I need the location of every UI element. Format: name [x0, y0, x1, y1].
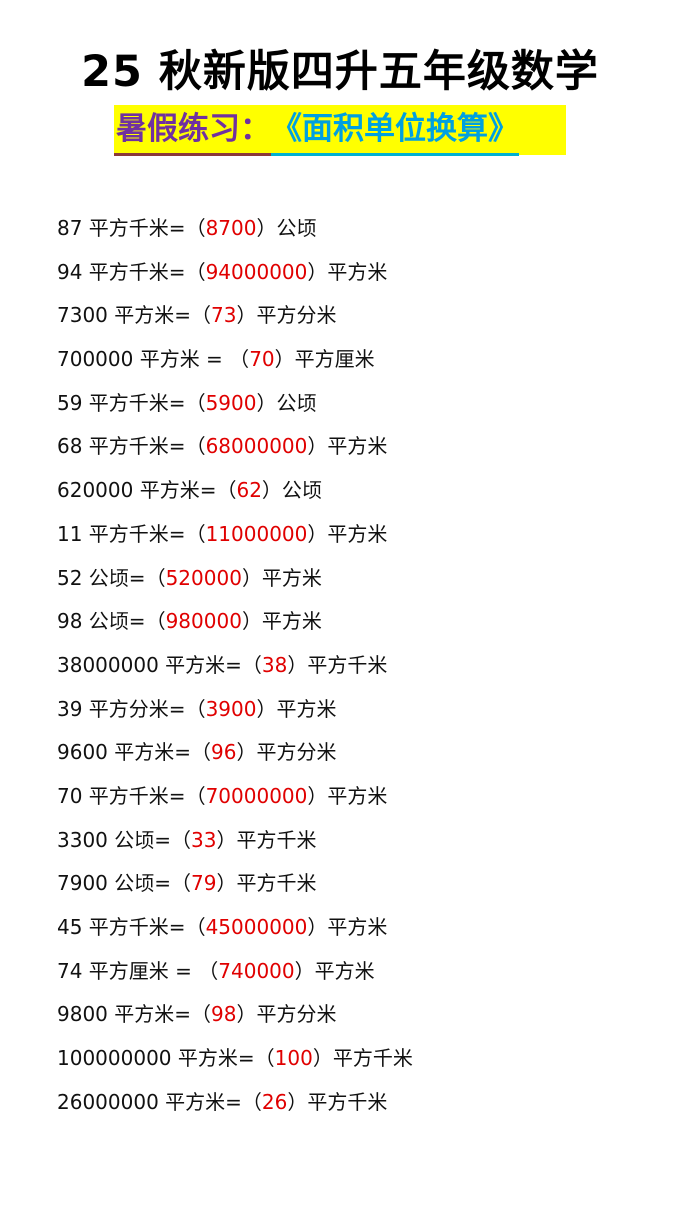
subtitle-banner: 暑假练习：《面积单位换算》 [114, 105, 566, 156]
exercise-list: 87 平方千米=（8700）公顷 94 平方千米=（94000000）平方米 730… [57, 210, 413, 1127]
exercise-answer: 98 [211, 1002, 237, 1027]
exercise-answer: 26 [261, 1089, 288, 1114]
exercise-unit: ）平方米 [241, 565, 322, 590]
exercise-question: 74 平方厘米 = （ [57, 958, 219, 983]
exercise-question: 620000 平方米=（ [57, 478, 237, 503]
exercise-unit: ）平方米 [294, 958, 375, 983]
exercise-row: 7900 公顷=（79）平方千米 [57, 865, 413, 909]
exercise-answer: 3900 [205, 696, 257, 721]
exercise-question: 700000 平方米 = （ [57, 347, 250, 372]
exercise-answer: 45000000 [205, 915, 308, 939]
exercise-row: 39 平方分米=（3900）平方米 [57, 691, 413, 735]
exercise-answer: 70000000 [205, 783, 308, 808]
exercise-answer: 96 [211, 740, 237, 765]
exercise-unit: ）平方米 [307, 915, 388, 939]
exercise-unit: ）平方米 [241, 609, 322, 634]
exercise-question: 87 平方千米=（ [57, 216, 206, 240]
exercise-unit: ）平方千米 [216, 827, 317, 852]
exercise-row: 98 公顷=（980000）平方米 [57, 603, 413, 647]
exercise-row: 620000 平方米=（62）公顷 [57, 472, 413, 516]
exercise-row: 68 平方千米=（68000000）平方米 [57, 428, 413, 472]
exercise-unit: ）平方分米 [236, 1002, 337, 1027]
exercise-unit: ）平方米 [307, 783, 388, 808]
exercise-answer: 100 [274, 1046, 313, 1071]
exercise-row: 9600 平方米=（96）平方分米 [57, 734, 413, 778]
exercise-question: 39 平方分米=（ [57, 696, 206, 721]
exercise-row: 70 平方千米=（70000000）平方米 [57, 778, 413, 822]
exercise-row: 94 平方千米=（94000000）平方米 [57, 254, 413, 298]
exercise-row: 11 平方千米=（11000000）平方米 [57, 516, 413, 560]
exercise-unit: ）平方千米 [216, 871, 317, 896]
exercise-row: 87 平方千米=（8700）公顷 [57, 210, 413, 254]
exercise-answer: 62 [236, 478, 262, 503]
exercise-question: 98 公顷=（ [57, 609, 166, 634]
subtitle-prefix: 暑假练习： [114, 105, 271, 156]
exercise-unit: ）平方米 [307, 259, 388, 284]
exercise-question: 70 平方千米=（ [57, 783, 206, 808]
exercise-answer: 38 [261, 652, 288, 677]
exercise-row: 3300 公顷=（33）平方千米 [57, 822, 413, 866]
exercise-answer: 73 [211, 303, 237, 328]
exercise-answer: 980000 [165, 609, 242, 634]
exercise-unit: ）平方千米 [287, 1089, 388, 1114]
exercise-row: 9800 平方米=（98）平方分米 [57, 996, 413, 1040]
exercise-question: 100000000 平方米=（ [57, 1046, 275, 1071]
exercise-question: 52 公顷=（ [57, 565, 166, 590]
exercise-question: 26000000 平方米=（ [57, 1089, 262, 1114]
exercise-row: 59 平方千米=（5900）公顷 [57, 385, 413, 429]
exercise-row: 7300 平方米=（73）平方分米 [57, 297, 413, 341]
exercise-unit: ）平方分米 [236, 303, 337, 328]
exercise-question: 68 平方千米=（ [57, 434, 206, 459]
exercise-question: 59 平方千米=（ [57, 390, 206, 415]
exercise-question: 7900 公顷=（ [57, 871, 192, 896]
exercise-answer: 520000 [165, 565, 242, 590]
exercise-question: 45 平方千米=（ [57, 915, 206, 939]
exercise-question: 9800 平方米=（ [57, 1002, 212, 1027]
exercise-unit: ）公顷 [256, 390, 317, 415]
exercise-question: 9600 平方米=（ [57, 740, 212, 765]
exercise-answer: 79 [191, 871, 217, 896]
exercise-answer: 11000000 [205, 521, 308, 546]
exercise-answer: 68000000 [205, 434, 308, 459]
exercise-answer: 33 [191, 827, 217, 852]
exercise-answer: 70 [249, 347, 275, 372]
exercise-answer: 5900 [205, 390, 257, 415]
exercise-row: 45 平方千米=（45000000）平方米 [57, 909, 413, 953]
exercise-answer: 94000000 [205, 259, 308, 284]
exercise-row: 52 公顷=（520000）平方米 [57, 560, 413, 604]
exercise-question: 7300 平方米=（ [57, 303, 212, 328]
exercise-answer: 740000 [218, 958, 295, 983]
subtitle-topic: 《面积单位换算》 [271, 105, 519, 156]
exercise-row: 38000000 平方米=（38）平方千米 [57, 647, 413, 691]
exercise-unit: ）平方厘米 [274, 347, 375, 372]
exercise-row: 100000000 平方米=（100）平方千米 [57, 1040, 413, 1084]
exercise-question: 94 平方千米=（ [57, 259, 206, 284]
exercise-unit: ）平方米 [256, 696, 337, 721]
page-title: 25 秋新版四升五年级数学 [81, 47, 599, 97]
exercise-row: 74 平方厘米 = （740000）平方米 [57, 953, 413, 997]
exercise-unit: ）公顷 [256, 216, 317, 240]
exercise-row: 26000000 平方米=（26）平方千米 [57, 1084, 413, 1128]
exercise-question: 38000000 平方米=（ [57, 652, 262, 677]
exercise-answer: 8700 [205, 216, 257, 240]
exercise-row: 700000 平方米 = （70）平方厘米 [57, 341, 413, 385]
exercise-unit: ）平方米 [307, 521, 388, 546]
exercise-question: 11 平方千米=（ [57, 521, 206, 546]
exercise-unit: ）平方千米 [312, 1046, 413, 1071]
exercise-question: 3300 公顷=（ [57, 827, 192, 852]
exercise-unit: ）平方米 [307, 434, 388, 459]
exercise-unit: ）公顷 [261, 478, 322, 503]
exercise-unit: ）平方分米 [236, 740, 337, 765]
exercise-unit: ）平方千米 [287, 652, 388, 677]
